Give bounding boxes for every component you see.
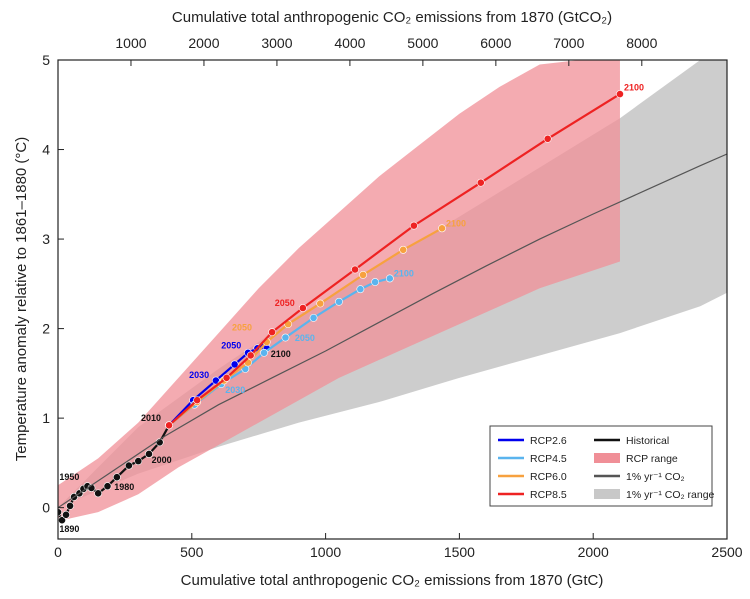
point-rcp6-0 — [399, 245, 408, 254]
legend-swatch — [594, 489, 620, 499]
legend-label: RCP6.0 — [530, 471, 567, 483]
year-label: 2100 — [394, 269, 414, 279]
point-rcp8-5 — [616, 90, 624, 98]
series-lines — [58, 90, 727, 525]
point-rcp4-5 — [356, 285, 365, 294]
point-historical — [145, 450, 153, 458]
point-historical — [125, 461, 133, 470]
year-label: 2100 — [446, 219, 466, 229]
y-tick-label: 2 — [42, 321, 50, 337]
point-rcp8-5 — [165, 421, 173, 430]
year-annotations: 1890 1950 1980 2000 2010 2030 2050 2100 2030 2050… — [59, 82, 644, 533]
point-historical — [134, 457, 143, 466]
legend-label: RCP2.6 — [530, 435, 567, 447]
point-historical — [103, 482, 112, 491]
x-tick-label: 0 — [54, 544, 62, 560]
top-tick-label: 5000 — [407, 35, 438, 51]
year-label: 2030 — [225, 385, 245, 395]
point-rcp8-5 — [410, 221, 418, 230]
year-label: 2010 — [141, 413, 161, 423]
year-label: 1890 — [59, 524, 79, 534]
x-tick-label: 2000 — [578, 544, 609, 560]
y-tick-label: 0 — [42, 500, 50, 516]
top-tick-label: 3000 — [261, 35, 292, 51]
axes: 0 500 1000 1500 2000 2500 0 1 2 3 4 5 1000 2000 3000 40… — [42, 35, 743, 560]
legend-label: RCP4.5 — [530, 453, 567, 465]
year-label: 2100 — [624, 82, 644, 92]
point-rcp8-5 — [246, 351, 255, 360]
top-axis-title: Cumulative total anthropogenic CO₂ emiss… — [172, 9, 612, 26]
y-tick-label: 4 — [42, 142, 50, 158]
plot-frame — [57, 59, 728, 540]
legend: RCP2.6 RCP4.5 RCP6.0 RCP8.5 Historical RCP ra… — [489, 425, 715, 507]
y-tick-label: 5 — [42, 52, 50, 68]
year-label: 2050 — [232, 322, 252, 332]
point-historical — [94, 489, 103, 498]
point-rcp6-0 — [438, 224, 446, 233]
point-rcp8-5 — [543, 134, 552, 143]
legend-label: 1% yr⁻¹ CO₂ — [626, 471, 685, 483]
year-label: 2100 — [271, 349, 291, 359]
point-rcp6-0 — [316, 299, 325, 308]
legend-label: 1% yr⁻¹ CO₂ range — [626, 489, 715, 501]
x-tick-label: 500 — [180, 544, 204, 560]
point-historical — [112, 473, 121, 482]
x-tick-label: 2500 — [711, 544, 742, 560]
point-historical — [66, 501, 74, 510]
year-label: 1950 — [59, 472, 79, 482]
legend-swatch — [594, 453, 620, 463]
year-label: 2050 — [295, 333, 315, 343]
point-rcp8-5 — [476, 178, 485, 187]
x-tick-label: 1000 — [310, 544, 341, 560]
point-rcp4-5 — [335, 297, 343, 306]
y-tick-label: 1 — [42, 410, 50, 426]
point-historical — [62, 510, 70, 519]
legend-label: RCP range — [626, 453, 678, 465]
year-label: 2050 — [275, 298, 295, 308]
top-tick-label: 2000 — [188, 35, 219, 51]
point-rcp6-0 — [359, 270, 367, 279]
point-rcp8-5 — [298, 304, 307, 312]
point-rcp8-5 — [268, 328, 276, 337]
point-rcp8-5 — [351, 265, 359, 274]
top-tick-label: 7000 — [553, 35, 584, 51]
x-tick-label: 1500 — [444, 544, 475, 560]
x-axis-title: Cumulative total anthropogenic CO₂ emiss… — [181, 572, 604, 589]
point-rcp8-5 — [193, 396, 202, 405]
year-label: 2000 — [152, 455, 172, 465]
point-rcp4-5 — [371, 278, 380, 286]
point-rcp4-5 — [281, 333, 290, 342]
point-rcp8-5 — [222, 373, 231, 382]
point-rcp4-5 — [309, 313, 318, 322]
top-tick-label: 4000 — [334, 35, 365, 51]
point-rcp2-6 — [230, 360, 239, 369]
legend-label: Historical — [626, 435, 669, 447]
year-label: 2030 — [189, 370, 209, 380]
y-axis-title: Temperature anomaly relative to 1861–188… — [13, 137, 30, 462]
series-line-1-yr-co — [58, 153, 727, 509]
top-tick-label: 8000 — [626, 35, 657, 51]
year-label: 1980 — [114, 482, 134, 492]
point-rcp2-6 — [211, 376, 220, 385]
point-rcp4-5 — [385, 274, 394, 283]
top-tick-label: 1000 — [115, 35, 146, 51]
point-rcp4-5 — [260, 348, 268, 357]
year-label: 2050 — [221, 340, 241, 350]
legend-label: RCP8.5 — [530, 489, 567, 501]
top-tick-label: 6000 — [480, 35, 511, 51]
y-tick-label: 3 — [42, 231, 50, 247]
